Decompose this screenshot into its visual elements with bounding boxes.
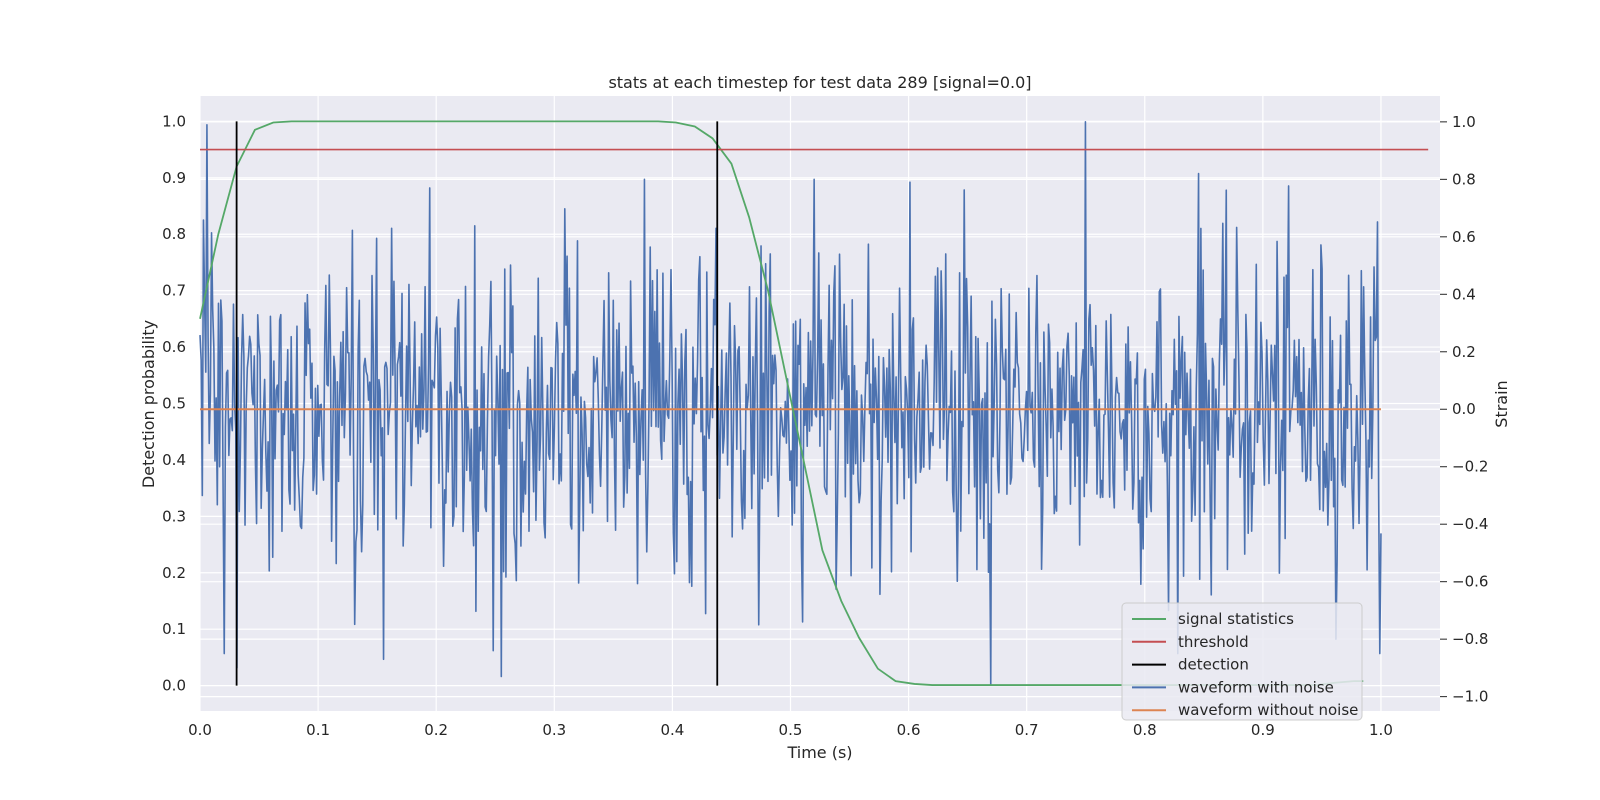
y-left-tick-label: 0.5: [162, 395, 186, 413]
y-left-tick-label: 0.1: [162, 620, 186, 638]
x-tick-label: 0.7: [1015, 721, 1039, 739]
y-axis-left-label: Detection probability: [139, 320, 158, 488]
tick-layer: 0.0 0.1 0.2 0.3 0.4 0.5 0.6 0.7 0.8 0.9 1.0 0.0 0.1 0…: [162, 112, 1488, 739]
legend-label: threshold: [1178, 633, 1249, 651]
x-tick-label: 0.5: [779, 721, 803, 739]
y-right-tick-label: 0.4: [1452, 285, 1476, 303]
x-axis-label: Time (s): [786, 743, 852, 762]
y-left-tick-label: 0.6: [162, 338, 186, 356]
y-right-tick-label: 1.0: [1452, 113, 1476, 131]
x-tick-label: 0.9: [1251, 721, 1275, 739]
y-left-tick-label: 1.0: [162, 112, 186, 130]
series-waveform-with-noise: [199, 121, 1382, 686]
y-right-tick-label: 0.8: [1452, 170, 1476, 188]
legend-label: signal statistics: [1178, 610, 1294, 628]
y-right-tick-label: −1.0: [1452, 688, 1488, 706]
y-right-tick-label: 0.2: [1452, 343, 1476, 361]
y-left-tick-label: 0.8: [162, 225, 186, 243]
x-tick-label: 0.4: [660, 721, 684, 739]
y-left-tick-label: 0.2: [162, 564, 186, 582]
y-left-tick-label: 0.7: [162, 282, 186, 300]
y-right-tick-label: −0.8: [1452, 630, 1488, 648]
y-right-tick-label: 0.0: [1452, 400, 1476, 418]
y-right-tick-label: −0.2: [1452, 458, 1488, 476]
legend-label: waveform with noise: [1178, 678, 1334, 696]
x-tick-label: 0.3: [542, 721, 566, 739]
y-right-tick-label: −0.6: [1452, 573, 1488, 591]
y-right-tick-label: 0.6: [1452, 228, 1476, 246]
x-tick-label: 0.0: [188, 721, 212, 739]
x-tick-label: 1.0: [1369, 721, 1393, 739]
legend-label: waveform without noise: [1178, 701, 1358, 719]
series-layer: [199, 120, 1429, 686]
y-left-tick-label: 0.9: [162, 169, 186, 187]
y-left-tick-label: 0.4: [162, 451, 186, 469]
x-tick-label: 0.8: [1133, 721, 1157, 739]
legend: signal statistics threshold detection wavef…: [1121, 602, 1363, 721]
y-left-tick-label: 0.3: [162, 507, 186, 525]
y-right-tick-label: −0.4: [1452, 515, 1488, 533]
x-tick-label: 0.6: [897, 721, 921, 739]
y-axis-right-label: Strain: [1492, 380, 1511, 427]
legend-box: [1121, 602, 1363, 721]
legend-label: detection: [1178, 656, 1249, 674]
x-tick-label: 0.1: [306, 721, 330, 739]
x-tick-label: 0.2: [424, 721, 448, 739]
chart-title: stats at each timestep for test data 289…: [608, 73, 1031, 92]
y-left-tick-label: 0.0: [162, 677, 186, 695]
